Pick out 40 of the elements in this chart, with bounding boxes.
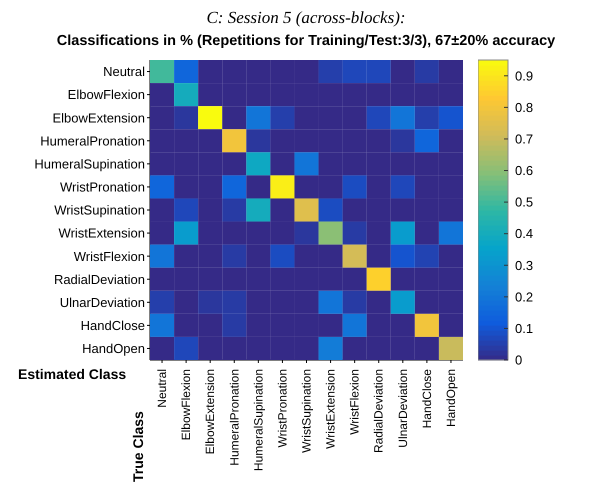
color-bar-label: 0.9 — [515, 68, 534, 84]
color-bar-label: 0.3 — [515, 258, 534, 273]
color-bar-label: 0.5 — [515, 194, 534, 210]
x-tick-label: RadialDeviation — [372, 369, 386, 454]
color-bar-label: 0.4 — [515, 226, 534, 242]
y-tick-label: HumeralSupination — [34, 156, 145, 172]
y-tick-label: WristExtension — [58, 226, 145, 241]
chart-subtitle: C: Session 5 (across-blocks): — [205, 8, 407, 28]
color-bar-label: 0.1 — [515, 320, 534, 336]
x-tick-label: Neutral — [155, 369, 170, 408]
color-bar-label: 0.2 — [515, 289, 534, 304]
y-tick-label: RadialDeviation — [54, 272, 145, 287]
y-tick-label: HandOpen — [82, 341, 145, 356]
x-tick-label: HandClose — [420, 368, 434, 428]
x-tick-label: ElbowFlexion — [179, 369, 194, 440]
y-tick-label: WristFlexion — [74, 248, 145, 264]
x-tick-label: ElbowExtension — [203, 369, 218, 454]
y-tick-label: WristSupination — [54, 202, 145, 218]
color-bar-label: 0.8 — [515, 100, 534, 115]
y-tick-label: ElbowFlexion — [68, 87, 145, 102]
y-tick-label: HandClose — [80, 318, 145, 333]
x-axis-title: Estimated Class — [18, 366, 126, 382]
x-tick-label: WristSupination — [300, 369, 314, 453]
x-tick-label: UlnarDeviation — [396, 369, 410, 448]
x-tick-label: WristExtension — [324, 369, 338, 449]
y-tick-label: ElbowExtension — [52, 110, 145, 126]
color-bar-label: 0.7 — [515, 131, 534, 146]
y-tick-label: HumeralPronation — [40, 133, 145, 148]
x-tick-label: WristPronation — [275, 369, 290, 448]
color-bar-label: 0.6 — [515, 163, 534, 178]
x-tick-label: HumeralPronation — [227, 369, 242, 466]
y-tick-label: WristPronation — [60, 180, 145, 195]
y-tick-label: Neutral — [103, 64, 146, 80]
color-bar-label: 0 — [515, 352, 522, 368]
y-tick-label: UlnarDeviation — [60, 294, 145, 310]
x-tick-label: WristFlexion — [348, 369, 362, 435]
y-axis-title: True Class — [130, 411, 146, 482]
x-tick-label: HandOpen — [444, 369, 458, 428]
x-tick-label: HumeralSupination — [251, 369, 266, 472]
chart-title: Classifications in % (Repetitions for Training/Test:3/3), 67±20% accuracy — [56, 33, 556, 49]
